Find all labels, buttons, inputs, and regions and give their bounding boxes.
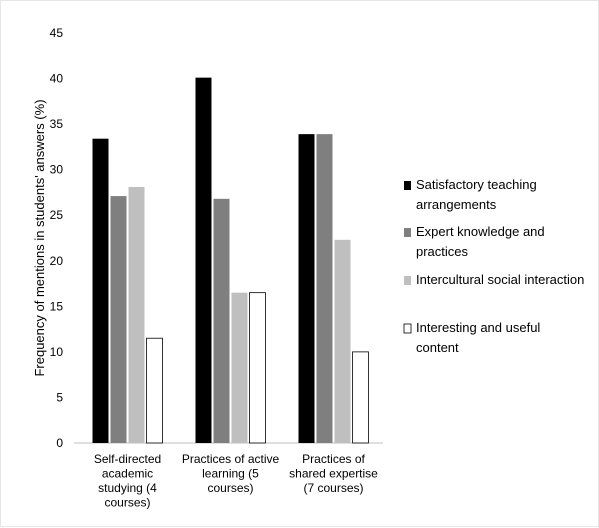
y-tick-label: 20 (50, 254, 64, 268)
category-label: Practices of active learning (5 courses) (182, 452, 280, 495)
legend-label: Interesting and useful content (416, 320, 540, 355)
legend-label: Satisfactory teaching arrangements (416, 177, 537, 212)
bar (316, 134, 333, 443)
y-tick-label: 35 (50, 117, 64, 131)
bar (352, 351, 369, 444)
category-labels: Self-directed academic studying (4 courses)… (94, 452, 378, 510)
legend-label: Expert knowledge and practices (416, 224, 545, 259)
y-tick-label: 5 (56, 390, 63, 404)
legend-swatch (403, 323, 412, 334)
bar (298, 134, 315, 443)
bar (195, 77, 212, 444)
y-tick-label: 0 (56, 436, 63, 450)
bars (92, 77, 369, 444)
category-label: Practices of shared expertise (7 courses) (289, 452, 378, 495)
y-tick-labels: 0 5 10 15 20 25 30 35 40 45 (50, 26, 64, 450)
y-tick-label: 30 (50, 163, 64, 177)
y-tick-label: 10 (50, 345, 64, 359)
bar (249, 292, 266, 444)
legend-swatch (404, 228, 411, 237)
bar (110, 196, 127, 443)
bar (231, 292, 248, 443)
bar (128, 186, 145, 443)
bar (92, 138, 109, 443)
y-tick-label: 45 (50, 26, 64, 40)
legend: Satisfactory teaching arrangements Expert … (403, 177, 584, 355)
y-tick-label: 25 (50, 208, 64, 222)
bar (146, 337, 163, 444)
bar (334, 239, 351, 443)
y-axis-title: Frequency of mentions in students' answe… (32, 99, 47, 376)
y-tick-label: 40 (50, 72, 64, 86)
legend-swatch (404, 276, 411, 285)
legend-label: Intercultural social interaction (416, 272, 584, 287)
bar (213, 198, 230, 443)
legend-swatch (404, 181, 411, 190)
category-label: Self-directed academic studying (4 courses) (94, 452, 161, 510)
y-tick-label: 15 (50, 299, 64, 313)
